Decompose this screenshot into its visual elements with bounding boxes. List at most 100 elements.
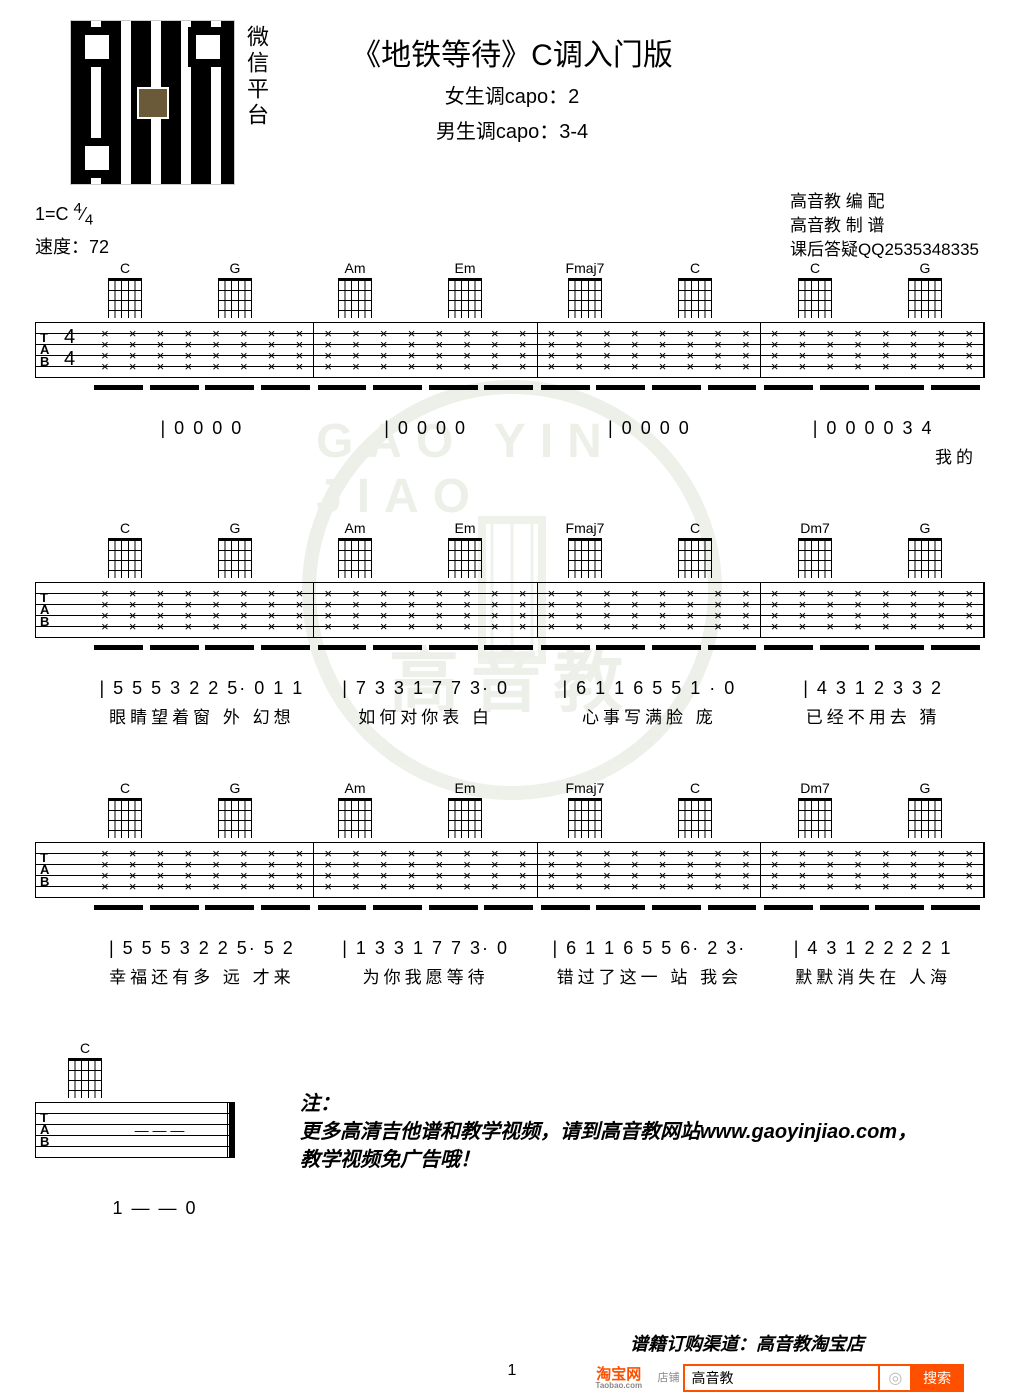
chord-name: Em xyxy=(445,780,485,796)
lyric-cell xyxy=(534,443,756,468)
strum-mark: ×××× xyxy=(519,328,527,372)
chord-diagram: Em xyxy=(445,260,485,318)
lyric-cell xyxy=(312,443,534,468)
strum-mark: ×××× xyxy=(631,588,639,632)
chord-diagram: Am xyxy=(335,780,375,838)
chord-name: C xyxy=(105,260,145,276)
strum-mark: ×××× xyxy=(687,848,695,892)
bar: ×××××××××××××××××××××××××××××××× xyxy=(761,842,984,898)
chord-name: G xyxy=(905,780,945,796)
bar: ×××××××××××××××××××××××××××××××× xyxy=(314,322,537,378)
strum-mark: ×××× xyxy=(268,588,276,632)
notation-cell: | 1 3 3 1 7 7 3· 0 xyxy=(314,938,538,959)
chord-diagram: Dm7 xyxy=(795,780,835,838)
note-label: 注： xyxy=(300,1090,940,1118)
strum-mark: ×××× xyxy=(240,588,248,632)
strum-mark: ×××× xyxy=(463,328,471,372)
lyric-row: 幸福还有多 远 才来为你我愿等待错过了这一 站 我会默默消失在 人海 xyxy=(35,963,985,988)
strum-mark: ×××× xyxy=(491,848,499,892)
strum-mark: ×××× xyxy=(380,588,388,632)
system-2: CGAmEmFmaj7CDm7GTAB×××××××××××××××××××××… xyxy=(35,520,985,728)
bar: ×××××××××××××××××××××××××××××××× xyxy=(538,322,761,378)
notation-cell: | 0 0 0 0 xyxy=(538,418,762,439)
strum-mark: ×××× xyxy=(631,848,639,892)
strum-mark: ×××× xyxy=(603,588,611,632)
search-input[interactable] xyxy=(683,1364,880,1392)
system-1: CGAmEmFmaj7CCGTAB44×××××××××××××××××××××… xyxy=(35,260,985,468)
strum-mark: ×××× xyxy=(129,328,137,372)
credits: 高音教 编 配 高音教 制 谱 课后答疑QQ2535348335 xyxy=(790,190,979,261)
chord-name: Em xyxy=(445,520,485,536)
chord-name: Am xyxy=(335,260,375,276)
lyric-cell: 为你我愿等待 xyxy=(314,963,538,988)
system-3: CGAmEmFmaj7CDm7GTAB×××××××××××××××××××××… xyxy=(35,780,985,988)
chord-diagram: C xyxy=(105,260,145,318)
strum-mark: ×××× xyxy=(184,328,192,372)
bar: ×××××××××××××××××××××××××××××××× xyxy=(314,842,537,898)
notation-cell: | 4 3 1 2 3 3 2 xyxy=(761,678,985,699)
strum-mark: ×××× xyxy=(854,328,862,372)
chord-diagram: G xyxy=(905,260,945,318)
strum-mark: ×××× xyxy=(659,328,667,372)
lyric-row: 我的 xyxy=(35,443,985,468)
search-button[interactable]: 搜索 xyxy=(910,1364,964,1392)
lyric-cell: 幸福还有多 远 才来 xyxy=(90,963,314,988)
chord-diagram: C xyxy=(675,260,715,318)
note-line1: 更多高清吉他谱和教学视频，请到高音教网站www.gaoyinjiao.com， xyxy=(300,1118,940,1146)
chord-name: Em xyxy=(445,260,485,276)
tab-staff: TAB×××××××××××××××××××××××××××××××××××××… xyxy=(35,582,985,638)
strum-mark: ×××× xyxy=(101,588,109,632)
strum-mark: ×××× xyxy=(575,328,583,372)
camera-icon[interactable]: ◎ xyxy=(880,1364,910,1392)
notation-cell: | 7 3 3 1 7 7 3· 0 xyxy=(314,678,538,699)
notation-cell: | 0 0 0 0 xyxy=(90,418,314,439)
lyric-cell: 已经不用去 猜 xyxy=(761,703,985,728)
strum-mark: ×××× xyxy=(240,848,248,892)
strum-mark: ×××× xyxy=(380,328,388,372)
strum-mark: ×××× xyxy=(742,848,750,892)
tab-clef: TAB xyxy=(40,1112,49,1148)
strum-mark: ×××× xyxy=(742,588,750,632)
strum-mark: ×××× xyxy=(799,848,807,892)
chord-name: Dm7 xyxy=(795,780,835,796)
page-number: 1 xyxy=(508,1362,517,1380)
chord-diagram: Am xyxy=(335,260,375,318)
tab-staff: TAB×××××××××××××××××××××××××××××××××××××… xyxy=(35,842,985,898)
strum-mark: ×××× xyxy=(714,328,722,372)
chord-diagram: G xyxy=(905,520,945,578)
tab-staff: TAB44×××××××××××××××××××××××××××××××××××… xyxy=(35,322,985,378)
chord-diagram: G xyxy=(905,780,945,838)
strum-mark: ×××× xyxy=(268,328,276,372)
strum-mark: ×××× xyxy=(212,588,220,632)
strum-mark: ×××× xyxy=(687,328,695,372)
chord-name: Fmaj7 xyxy=(565,260,605,276)
bar: ×××××××××××××××××××××××××××××××× xyxy=(91,322,314,378)
lyric-cell: 错过了这一 站 我会 xyxy=(538,963,762,988)
bar: ×××××××××××××××××××××××××××××××× xyxy=(538,842,761,898)
chord-diagram: C xyxy=(675,520,715,578)
chord-name: Fmaj7 xyxy=(565,520,605,536)
note-block: 注： 更多高清吉他谱和教学视频，请到高音教网站www.gaoyinjiao.co… xyxy=(300,1090,940,1174)
credit1: 高音教 编 配 xyxy=(790,190,979,214)
strum-mark: ×××× xyxy=(296,328,304,372)
chord-diagram: Fmaj7 xyxy=(565,780,605,838)
strum-mark: ×××× xyxy=(408,848,416,892)
strum-mark: ×××× xyxy=(463,588,471,632)
final-notation: 1 — — 0 xyxy=(75,1198,235,1219)
lyric-cell xyxy=(90,443,312,468)
notation-cell: | 0 0 0 0 3 4 xyxy=(761,418,985,439)
strum-mark: ×××× xyxy=(854,588,862,632)
bar: ×××××××××××××××××××××××××××××××× xyxy=(314,582,537,638)
strum-mark: ×××× xyxy=(408,588,416,632)
notation-row: | 0 0 0 0| 0 0 0 0| 0 0 0 0| 0 0 0 0 3 4 xyxy=(35,418,985,439)
strum-mark: ×××× xyxy=(938,848,946,892)
strum-mark: ×××× xyxy=(324,848,332,892)
strum-mark: ×××× xyxy=(491,328,499,372)
bar: ×××××××××××××××××××××××××××××××× xyxy=(761,322,984,378)
notation-cell: | 6 1 1 6 5 5 1 · 0 xyxy=(538,678,762,699)
strum-mark: ×××× xyxy=(771,588,779,632)
strum-mark: ×××× xyxy=(184,588,192,632)
chord-diagram: C xyxy=(795,260,835,318)
strum-mark: ×××× xyxy=(659,848,667,892)
strum-mark: ×××× xyxy=(882,328,890,372)
